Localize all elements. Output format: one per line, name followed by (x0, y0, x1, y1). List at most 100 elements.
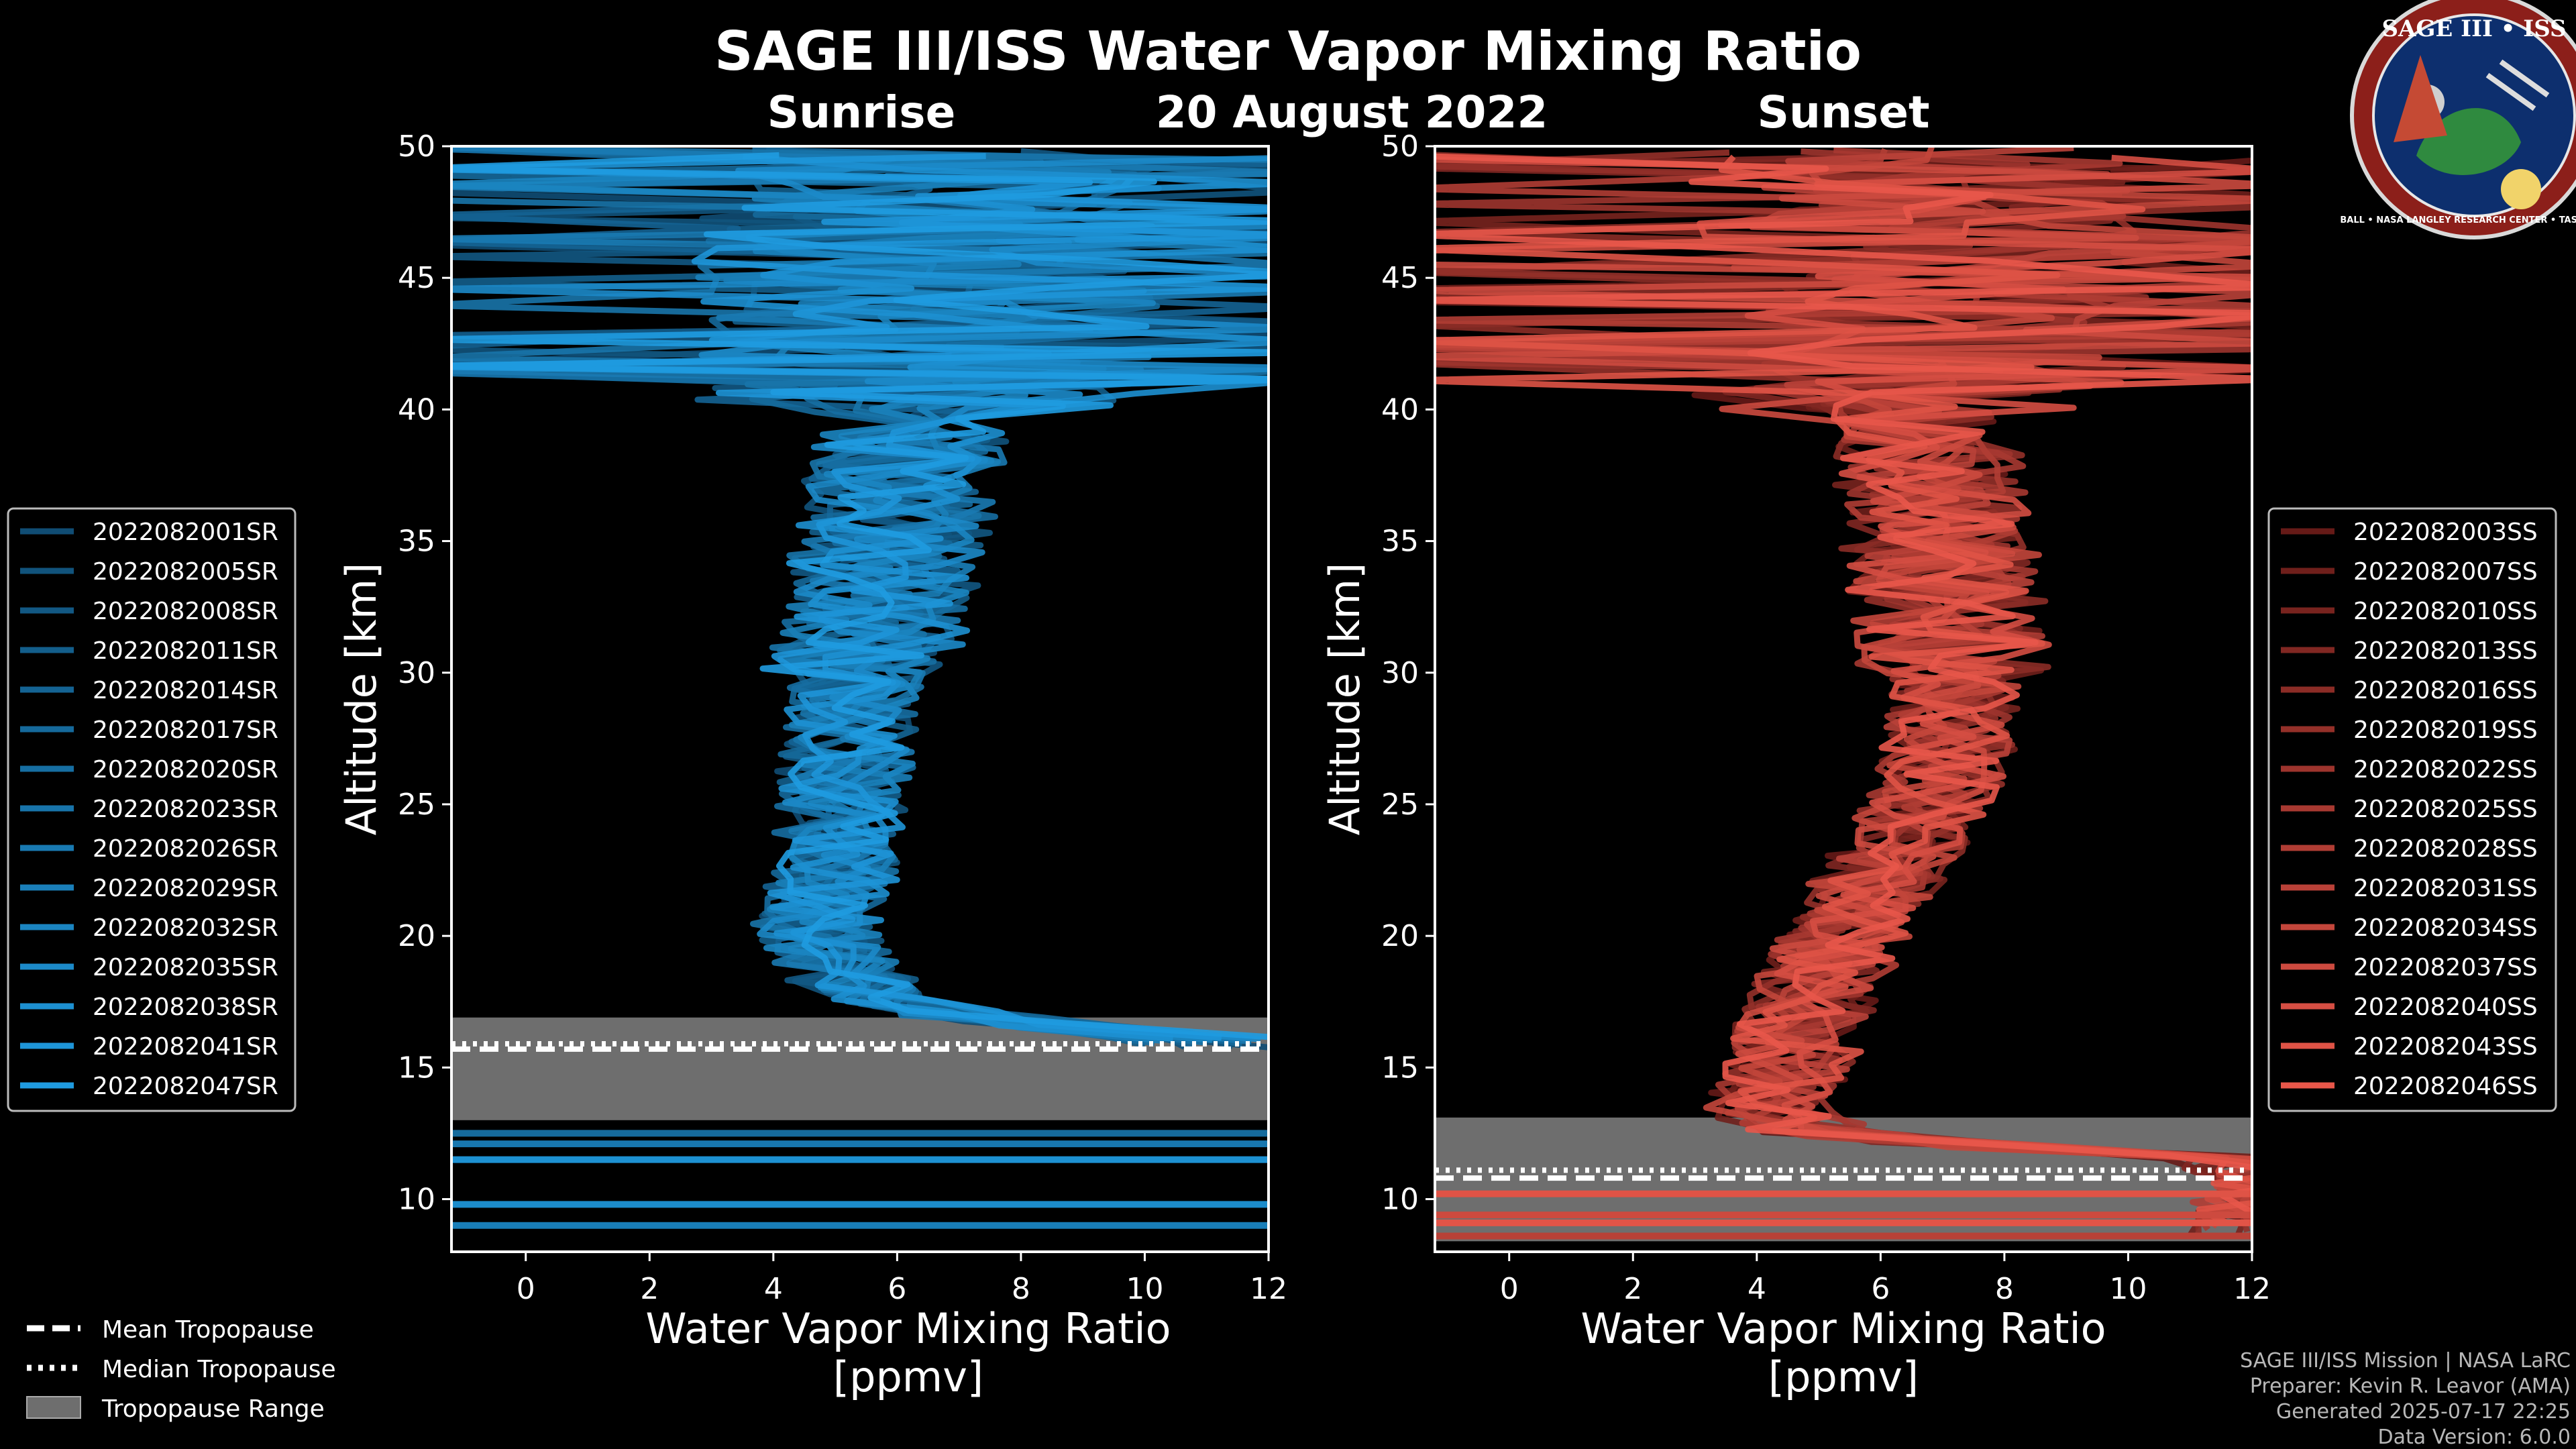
y-tick-label: 30 (1381, 656, 1419, 690)
tropopause-legend-label: Median Tropopause (102, 1356, 336, 1383)
legend-entry-2022082014SR: 2022082014SR (93, 677, 278, 704)
legend-entry-2022082047SR: 2022082047SR (93, 1073, 278, 1100)
legend-entry-2022082019SS: 2022082019SS (2353, 716, 2538, 744)
sunrise-ylabel: Altitude [km] (337, 563, 386, 836)
legend-entry-2022082034SS: 2022082034SS (2353, 914, 2538, 942)
x-tick-label: 4 (1748, 1272, 1766, 1306)
credits: SAGE III/ISS Mission | NASA LaRCPreparer… (2240, 1349, 2571, 1449)
legend-entry-2022082017SR: 2022082017SR (93, 716, 278, 744)
y-tick-label: 50 (1381, 129, 1419, 164)
y-tick-label: 35 (398, 525, 435, 559)
y-tick-label: 25 (398, 788, 435, 822)
sunset-legend: 2022082003SS 2022082007SS 2022082010SS 2022… (2267, 507, 2557, 1112)
sage-iii-iss-mission-badge: SAGE III • ISS BALL • NASA LANGLEY RESEA… (2340, 0, 2576, 239)
x-tick-label: 6 (1871, 1272, 1890, 1306)
legend-entry-2022082020SR: 2022082020SR (93, 756, 278, 784)
sunset-panel: 0 2 4 6 8 10 12 10 15 20 25 30 35 40 45 50 Water Vapor … (1320, 129, 2271, 1401)
sunrise-legend: 2022082001SR 2022082005SR 2022082008SR 2022… (7, 507, 297, 1112)
legend-entry-2022082046SS: 2022082046SS (2353, 1073, 2538, 1100)
legend-entry-2022082037SS: 2022082037SS (2353, 954, 2538, 981)
space-station-icon (2485, 59, 2550, 111)
legend-entry-2022082007SS: 2022082007SS (2353, 558, 2538, 586)
x-tick-label: 0 (1500, 1272, 1519, 1306)
figure-title: SAGE III/ISS Water Vapor Mixing Ratio (714, 20, 1862, 83)
y-tick-label: 25 (1381, 788, 1419, 822)
credit-line: SAGE III/ISS Mission | NASA LaRC (2240, 1349, 2571, 1373)
x-tick-label: 2 (640, 1272, 659, 1306)
legend-entry-2022082031SS: 2022082031SS (2353, 875, 2538, 902)
y-tick-label: 35 (1381, 525, 1419, 559)
x-tick-label: 2 (1623, 1272, 1642, 1306)
sunrise-xlabel: Water Vapor Mixing Ratio [ppmv] (645, 1304, 1171, 1401)
y-tick-label: 10 (398, 1183, 435, 1217)
x-tick-label: 0 (517, 1272, 535, 1306)
sunrise-panel: 0 2 4 6 8 10 12 10 15 20 25 30 35 40 45 50 Water Vapor … (337, 129, 1287, 1401)
credit-line: Data Version: 6.0.0 (2378, 1426, 2571, 1449)
y-tick-label: 45 (1381, 261, 1419, 295)
sun-icon (2501, 169, 2541, 209)
profile-line-2022082032SR (451, 155, 1213, 1043)
subtitle-sunset: Sunset (1757, 87, 1929, 138)
legend-entry-2022082001SR: 2022082001SR (93, 519, 278, 546)
legend-entry-2022082010SS: 2022082010SS (2353, 598, 2538, 625)
tropopause-legend-label: Mean Tropopause (102, 1316, 314, 1344)
y-tick-label: 20 (1381, 919, 1419, 953)
legend-entry-2022082040SS: 2022082040SS (2353, 994, 2538, 1021)
tropopause-legend: Mean Tropopause Median Tropopause Tropopau… (26, 1316, 336, 1423)
profile-line-2022082047SR (451, 152, 1269, 1040)
legend-entry-2022082041SR: 2022082041SR (93, 1033, 278, 1061)
legend-entry-2022082023SR: 2022082023SR (93, 796, 278, 823)
legend-entry-2022082028SS: 2022082028SS (2353, 835, 2538, 863)
figure-icon (2394, 55, 2447, 142)
profile-line-2022082043SS (1435, 154, 2252, 1226)
tropopause-range-swatch (26, 1396, 81, 1419)
profile-line-2022082037SS (1435, 156, 2252, 1220)
legend-entry-2022082016SS: 2022082016SS (2353, 677, 2538, 704)
sunset-xlabel: Water Vapor Mixing Ratio [ppmv] (1580, 1304, 2106, 1401)
profile-line-2022082038SR (700, 154, 1269, 1042)
profile-line-2022082035SR (451, 155, 1269, 1042)
x-tick-label: 8 (1995, 1272, 2014, 1306)
figure-date: 20 August 2022 (1156, 87, 1548, 138)
subtitle-sunrise: Sunrise (767, 87, 956, 138)
x-tick-label: 12 (1250, 1272, 1287, 1306)
y-tick-label: 20 (398, 919, 435, 953)
y-tick-label: 45 (398, 261, 435, 295)
legend-entry-2022082035SR: 2022082035SR (93, 954, 278, 981)
legend-entry-2022082043SS: 2022082043SS (2353, 1033, 2538, 1061)
legend-entry-2022082003SS: 2022082003SS (2353, 519, 2538, 546)
y-tick-label: 40 (398, 392, 435, 427)
legend-entry-2022082022SS: 2022082022SS (2353, 756, 2538, 784)
sunset-axes-frame (1434, 145, 2253, 1253)
x-tick-label: 6 (888, 1272, 906, 1306)
legend-entry-2022082025SS: 2022082025SS (2353, 796, 2538, 823)
tropopause-legend-label: Tropopause Range (101, 1395, 325, 1423)
y-tick-label: 10 (1381, 1183, 1419, 1217)
legend-entry-2022082038SR: 2022082038SR (93, 994, 278, 1021)
credit-line: Preparer: Kevin R. Leavor (AMA) (2250, 1375, 2571, 1398)
sunrise-axes-frame (450, 145, 1270, 1253)
y-tick-label: 15 (398, 1051, 435, 1085)
y-tick-label: 15 (1381, 1051, 1419, 1085)
badge-title: SAGE III • ISS (2381, 15, 2566, 42)
legend-entry-2022082029SR: 2022082029SR (93, 875, 278, 902)
y-tick-label: 40 (1381, 392, 1419, 427)
x-tick-label: 8 (1012, 1272, 1030, 1306)
x-tick-label: 12 (2233, 1272, 2271, 1306)
legend-entry-2022082013SS: 2022082013SS (2353, 637, 2538, 665)
badge-ring-text: BALL • NASA LANGLEY RESEARCH CENTER • TA… (2340, 215, 2576, 225)
y-tick-label: 30 (398, 656, 435, 690)
y-tick-label: 50 (398, 129, 435, 164)
legend-entry-2022082011SR: 2022082011SR (93, 637, 278, 665)
profile-line-2022082046SS (1435, 153, 2252, 1215)
legend-entry-2022082005SR: 2022082005SR (93, 558, 278, 586)
credit-line: Generated 2025-07-17 22:25 (2276, 1400, 2571, 1424)
x-tick-label: 10 (2109, 1272, 2147, 1306)
sunset-ylabel: Altitude [km] (1320, 563, 1369, 836)
x-tick-label: 10 (1126, 1272, 1163, 1306)
legend-entry-2022082026SR: 2022082026SR (93, 835, 278, 863)
legend-entry-2022082008SR: 2022082008SR (93, 598, 278, 625)
legend-entry-2022082032SR: 2022082032SR (93, 914, 278, 942)
x-tick-label: 4 (764, 1272, 783, 1306)
